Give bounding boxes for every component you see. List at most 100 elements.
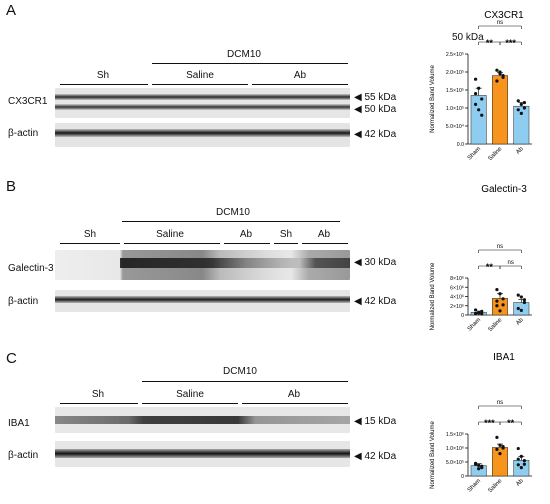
y-tick-label: 2×10⁶: [450, 304, 464, 310]
data-point: [516, 463, 520, 467]
data-point: [495, 79, 499, 83]
data-point: [477, 311, 481, 315]
sig-label: ns: [507, 260, 513, 266]
chart-galectin3: Galectin-3 Normalized Band Volume 0 2×10⁶ 4×…: [430, 184, 532, 333]
y-tick-label: 0: [461, 474, 464, 480]
data-point: [516, 457, 520, 461]
data-point: [522, 459, 527, 463]
y-tick-label: 5.0×10⁵: [446, 460, 464, 466]
y-tick-label: 1.5×10⁵: [446, 88, 464, 94]
marker-42kda-a: ◀ 42 kDa: [354, 129, 397, 140]
data-point: [519, 295, 523, 299]
marker-30kda-text: 30 kDa: [364, 257, 397, 268]
row-label-bactin-c: β-actin: [8, 450, 39, 461]
data-point: [495, 299, 499, 303]
group-label-sh2-b: Sh: [279, 229, 293, 240]
group-line-sh-c: [60, 403, 138, 404]
y-tick-label: 4×10⁶: [450, 295, 464, 301]
data-point: [519, 308, 523, 312]
data-point: [498, 452, 502, 456]
data-point: [516, 108, 520, 112]
y-tick-label: 5.0×10⁴: [446, 124, 464, 130]
group-label-sh1-b: Sh: [83, 229, 97, 240]
group-line-sh2-b: [274, 243, 298, 244]
data-point: [495, 68, 499, 72]
sig-label: **: [507, 418, 515, 428]
group-label-ab-c: Ab: [287, 389, 301, 400]
data-point: [522, 101, 527, 105]
y-tick-label: 1.0×10⁵: [446, 106, 464, 112]
group-label-ab-a: Ab: [293, 70, 307, 81]
x-tick-label: Saline: [487, 146, 504, 163]
data-point: [501, 74, 505, 78]
data-point: [501, 303, 505, 307]
bar-ab: [513, 302, 530, 316]
y-tick-label: 2.0×10⁵: [446, 70, 464, 76]
data-point: [522, 298, 527, 302]
y-axis-label: Normalized Band Volume: [430, 420, 436, 488]
band-bactin-c: [55, 449, 350, 458]
marker-42kda-b: ◀ 42 kDa: [354, 296, 397, 307]
group-line-sh1-b: [60, 243, 120, 244]
data-point: [498, 309, 502, 313]
marker-42kda-a-text: 42 kDa: [364, 129, 397, 140]
data-point: [516, 293, 520, 297]
row-label-bactin-a: β-actin: [8, 128, 39, 139]
sig-label: ns: [497, 400, 503, 406]
band-iba1: [55, 416, 350, 424]
sig-label: ns: [497, 244, 503, 250]
condition-line-b: [122, 221, 340, 222]
band-cx3cr1-lower: [55, 104, 350, 110]
data-point: [477, 86, 481, 90]
data-point: [495, 287, 499, 292]
data-point: [473, 461, 478, 465]
data-point: [473, 102, 478, 106]
group-label-ab2-b: Ab: [317, 229, 331, 240]
x-tick-label: Ab: [515, 478, 525, 488]
chart-title: CX3CR1: [484, 10, 524, 21]
bar-saline: [492, 447, 508, 477]
band-cx3cr1-upper: [55, 94, 350, 100]
data-point: [480, 113, 484, 117]
group-line-ab-c: [242, 403, 348, 404]
marker-50kda-text: 50 kDa: [364, 104, 397, 115]
data-point: [519, 466, 523, 470]
blot-cx3cr1: [55, 88, 350, 118]
row-label-galectin3: Galectin-3: [8, 263, 54, 274]
chart-iba1: IBA1 Normalized Band Volume 0 5.0×10⁵ 1.0×10…: [430, 352, 532, 495]
condition-line-c: [142, 381, 348, 382]
sig-label: ***: [505, 38, 516, 48]
data-point: [480, 312, 484, 316]
data-point: [516, 446, 520, 451]
data-point: [498, 443, 502, 447]
data-point: [501, 445, 505, 449]
marker-30kda: ◀ 30 kDa: [354, 257, 397, 268]
x-tick-label: Sham: [467, 478, 482, 493]
group-line-saline-c: [142, 403, 238, 404]
panel-letter-b: B: [6, 178, 17, 195]
y-tick-label: 1.0×10⁶: [446, 446, 464, 452]
row-label-iba1: IBA1: [8, 418, 30, 429]
x-tick-label: Saline: [487, 478, 504, 495]
group-line-ab-a: [252, 84, 348, 85]
condition-label-a: DCM10: [227, 49, 261, 60]
data-point: [522, 462, 527, 466]
data-point: [480, 97, 484, 101]
marker-50kda: ◀ 50 kDa: [354, 104, 397, 115]
marker-15kda-text: 15 kDa: [364, 416, 397, 427]
sig-label: ns: [497, 20, 503, 26]
panel-letter-c: C: [6, 350, 17, 367]
data-point: [516, 99, 520, 103]
data-point: [519, 102, 523, 106]
x-tick-label: Sham: [467, 317, 482, 332]
bar-saline: [492, 298, 508, 316]
group-label-sh-c: Sh: [91, 389, 105, 400]
data-point: [480, 464, 484, 468]
y-tick-label: 8×10⁶: [450, 276, 464, 282]
y-tick-label: 6×10⁶: [450, 285, 464, 291]
data-point: [522, 106, 527, 110]
data-point: [519, 454, 523, 458]
data-point: [473, 92, 478, 96]
group-label-saline-c: Saline: [176, 389, 204, 400]
annotation-50kda: 50 kDa: [452, 32, 484, 43]
